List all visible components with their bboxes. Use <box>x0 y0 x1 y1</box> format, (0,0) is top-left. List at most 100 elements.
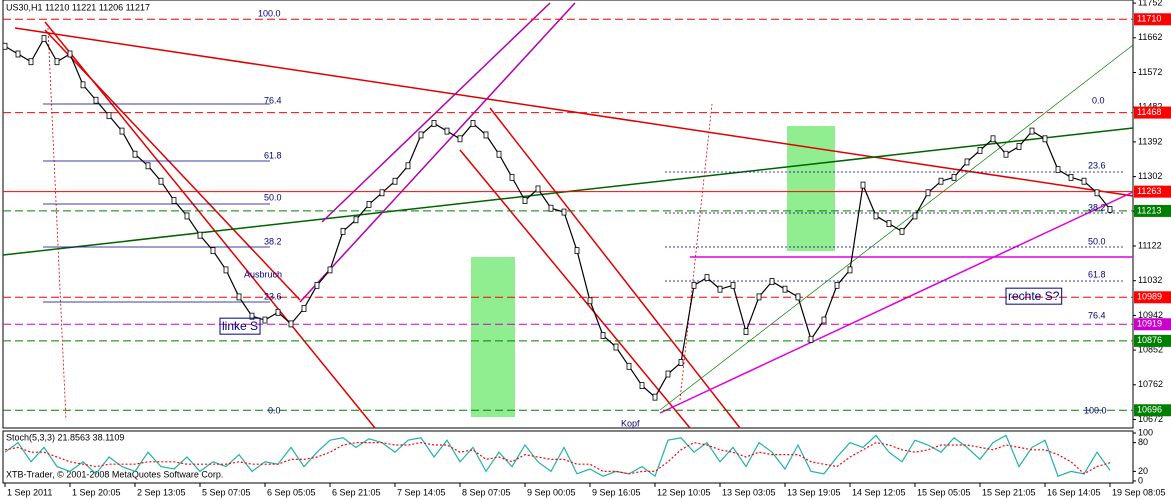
zone <box>787 126 835 251</box>
candle <box>912 212 918 220</box>
x-tick-label: 19 Sep 08:05 <box>1112 487 1166 497</box>
candle <box>587 297 593 305</box>
candle <box>821 316 827 324</box>
price-label: 11468 <box>1137 107 1161 117</box>
candle <box>1042 135 1048 143</box>
x-tick-label: 7 Sep 14:05 <box>397 487 446 497</box>
candle <box>197 231 203 239</box>
price-label: 10919 <box>1137 319 1162 329</box>
annotation: Ausbruch <box>244 269 282 279</box>
annotation: 61.8 <box>1088 269 1106 279</box>
stoch-frame <box>2 430 1134 484</box>
x-tick-label: 1 Sep 20:05 <box>72 487 121 497</box>
candle <box>795 293 801 301</box>
trendline <box>459 149 691 429</box>
x-tick-label: 13 Sep 19:05 <box>787 487 841 497</box>
y-tick-label: 11392 <box>1138 136 1162 146</box>
candle <box>314 281 320 289</box>
y-tick-label: 11752 <box>1138 0 1162 7</box>
trendline <box>47 27 67 421</box>
candle <box>379 189 385 197</box>
candle <box>236 293 242 301</box>
candle <box>548 204 554 212</box>
price-label-box <box>1134 185 1171 198</box>
candle <box>223 266 229 274</box>
candle <box>613 343 619 351</box>
x-tick-label: 1 Sep 2011 <box>7 487 52 497</box>
candle <box>730 281 736 289</box>
candle <box>691 281 697 289</box>
candle <box>483 131 489 139</box>
candle <box>145 162 151 170</box>
candle <box>288 320 294 328</box>
candle <box>54 58 60 66</box>
y-tick-label: 80 <box>1138 437 1148 447</box>
annotation: Kopf <box>621 418 640 428</box>
y-tick-label: 11572 <box>1138 67 1162 77</box>
annotation: linke S <box>222 319 258 333</box>
annotation: 23.6 <box>264 291 282 301</box>
price-label: 11710 <box>1137 14 1161 24</box>
y-tick-label: 10942 <box>1138 310 1163 320</box>
candle <box>834 281 840 289</box>
candle <box>522 197 528 204</box>
candle <box>860 181 866 189</box>
candle <box>80 81 86 89</box>
candle <box>184 212 190 220</box>
candle <box>717 285 723 293</box>
candle <box>1107 205 1113 213</box>
trendline <box>14 27 1134 197</box>
x-tick-label: 9 Sep 00:05 <box>527 487 576 497</box>
candle <box>1055 166 1061 174</box>
x-tick-label: 14 Sep 12:05 <box>852 487 906 497</box>
candle <box>626 362 632 370</box>
trendline <box>44 21 376 429</box>
x-tick-label: 15 Sep 05:05 <box>917 487 971 497</box>
candle <box>119 127 125 135</box>
price-label: 10876 <box>1137 335 1162 345</box>
price-label-box <box>1134 318 1171 331</box>
candle <box>808 335 814 343</box>
candle <box>925 189 931 197</box>
y-tick-label: 100 <box>1138 427 1153 437</box>
x-tick-label: 5 Sep 07:05 <box>202 487 251 497</box>
price-label-box <box>1134 404 1171 417</box>
price-label-box <box>1134 106 1171 119</box>
x-tick-label: 15 Sep 21:05 <box>982 487 1036 497</box>
candle <box>418 131 424 139</box>
x-tick-label: 12 Sep 10:05 <box>657 487 711 497</box>
y-tick-label: 10762 <box>1138 379 1163 389</box>
annotation: 76.4 <box>264 95 282 105</box>
candle <box>340 227 346 235</box>
trendline <box>659 191 1134 414</box>
annotation: 0.0 <box>1092 95 1105 105</box>
annotation: 38.2 <box>264 236 282 246</box>
candle <box>847 266 853 274</box>
candle <box>886 220 892 228</box>
candle <box>132 150 138 158</box>
candle <box>366 200 372 208</box>
zone <box>471 257 515 417</box>
candle <box>405 162 411 170</box>
candle <box>327 266 333 274</box>
y-tick-label: 11032 <box>1138 275 1162 285</box>
price-label: 10989 <box>1137 292 1162 302</box>
candle <box>1081 177 1087 185</box>
candle <box>457 135 463 143</box>
candle <box>756 293 762 301</box>
y-tick-label: 11662 <box>1138 32 1162 42</box>
candle <box>769 278 775 285</box>
candle <box>93 96 99 104</box>
y-tick-label: 0 <box>1138 475 1143 485</box>
stoch-title: Stoch(5,3,3) 21.8563 38.1109 <box>6 432 124 442</box>
price-label: 11213 <box>1137 205 1161 215</box>
candle <box>470 119 476 127</box>
candle <box>574 247 580 255</box>
candle <box>1016 143 1022 150</box>
y-tick-label: 20 <box>1138 466 1148 476</box>
y-tick-label: 10852 <box>1138 344 1163 354</box>
x-tick-label: 6 Sep 21:05 <box>332 487 381 497</box>
candle <box>2 42 8 50</box>
y-tick-label: 11482 <box>1138 102 1162 112</box>
candle <box>873 212 879 220</box>
